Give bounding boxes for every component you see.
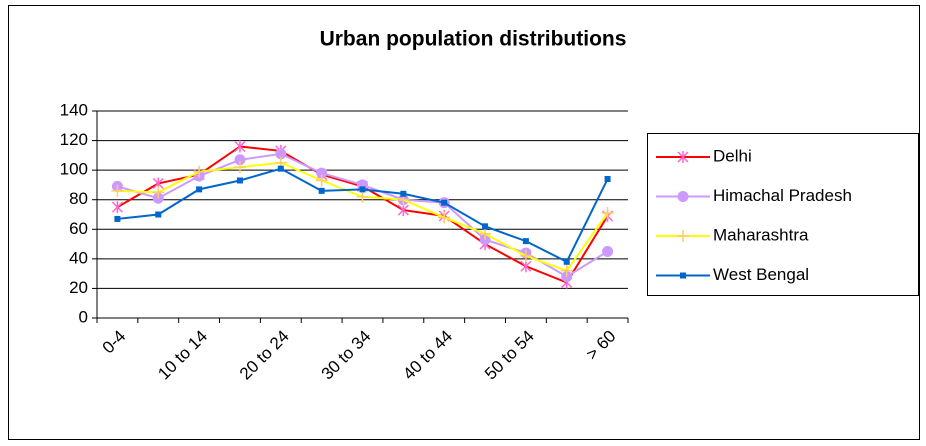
x-tick-label: 50 to 54 (481, 327, 538, 384)
marker (479, 227, 492, 240)
legend-label: Maharashtra (713, 225, 809, 244)
marker (677, 230, 689, 242)
x-tick-label: > 60 (582, 327, 619, 364)
marker (111, 201, 123, 214)
marker (602, 245, 614, 257)
marker (677, 191, 689, 202)
y-tick-label: 40 (69, 248, 88, 267)
y-tick-label: 80 (69, 189, 88, 208)
series-line (116, 145, 609, 284)
marker (519, 249, 532, 262)
marker (438, 211, 451, 224)
series-line (117, 161, 609, 272)
marker (277, 165, 284, 172)
marker (563, 258, 570, 265)
marker (397, 204, 409, 217)
chart-border (8, 5, 920, 440)
marker (315, 174, 328, 187)
legend-label: Delhi (713, 146, 752, 165)
y-tick-label: 20 (69, 278, 88, 297)
marker (236, 177, 243, 184)
marker (359, 186, 366, 193)
marker (356, 190, 369, 203)
marker (196, 186, 203, 193)
marker (522, 238, 529, 245)
marker (318, 187, 325, 194)
marker (233, 161, 246, 174)
x-tick-label: 20 to 24 (236, 327, 293, 384)
marker (441, 199, 448, 206)
marker (680, 272, 686, 279)
marker (275, 148, 287, 160)
marker (316, 167, 328, 179)
marker (155, 211, 162, 218)
marker (193, 165, 206, 178)
y-tick-label: 120 (60, 130, 88, 149)
legend-label: West Bengal (713, 265, 809, 284)
x-tick-label: 0-4 (99, 327, 130, 358)
marker (152, 186, 165, 199)
marker (677, 151, 689, 163)
legend-box (647, 133, 919, 296)
marker (601, 207, 614, 220)
x-tick-label: 10 to 14 (154, 327, 211, 384)
legend-label: Himachal Pradesh (713, 186, 852, 205)
y-tick-label: 140 (60, 100, 88, 119)
marker (400, 190, 407, 197)
marker (604, 176, 611, 183)
marker (114, 215, 121, 222)
marker (482, 223, 489, 230)
x-tick-label: 30 to 34 (318, 327, 375, 384)
x-tick-label: 40 to 44 (399, 327, 456, 384)
y-tick-label: 60 (69, 219, 88, 238)
y-tick-label: 100 (60, 160, 88, 179)
y-tick-label: 0 (79, 307, 88, 326)
marker (234, 154, 246, 166)
marker (234, 140, 246, 153)
marker (111, 184, 124, 197)
marker (520, 260, 532, 273)
chart-title: Urban population distributions (320, 28, 627, 51)
marker (560, 264, 573, 277)
